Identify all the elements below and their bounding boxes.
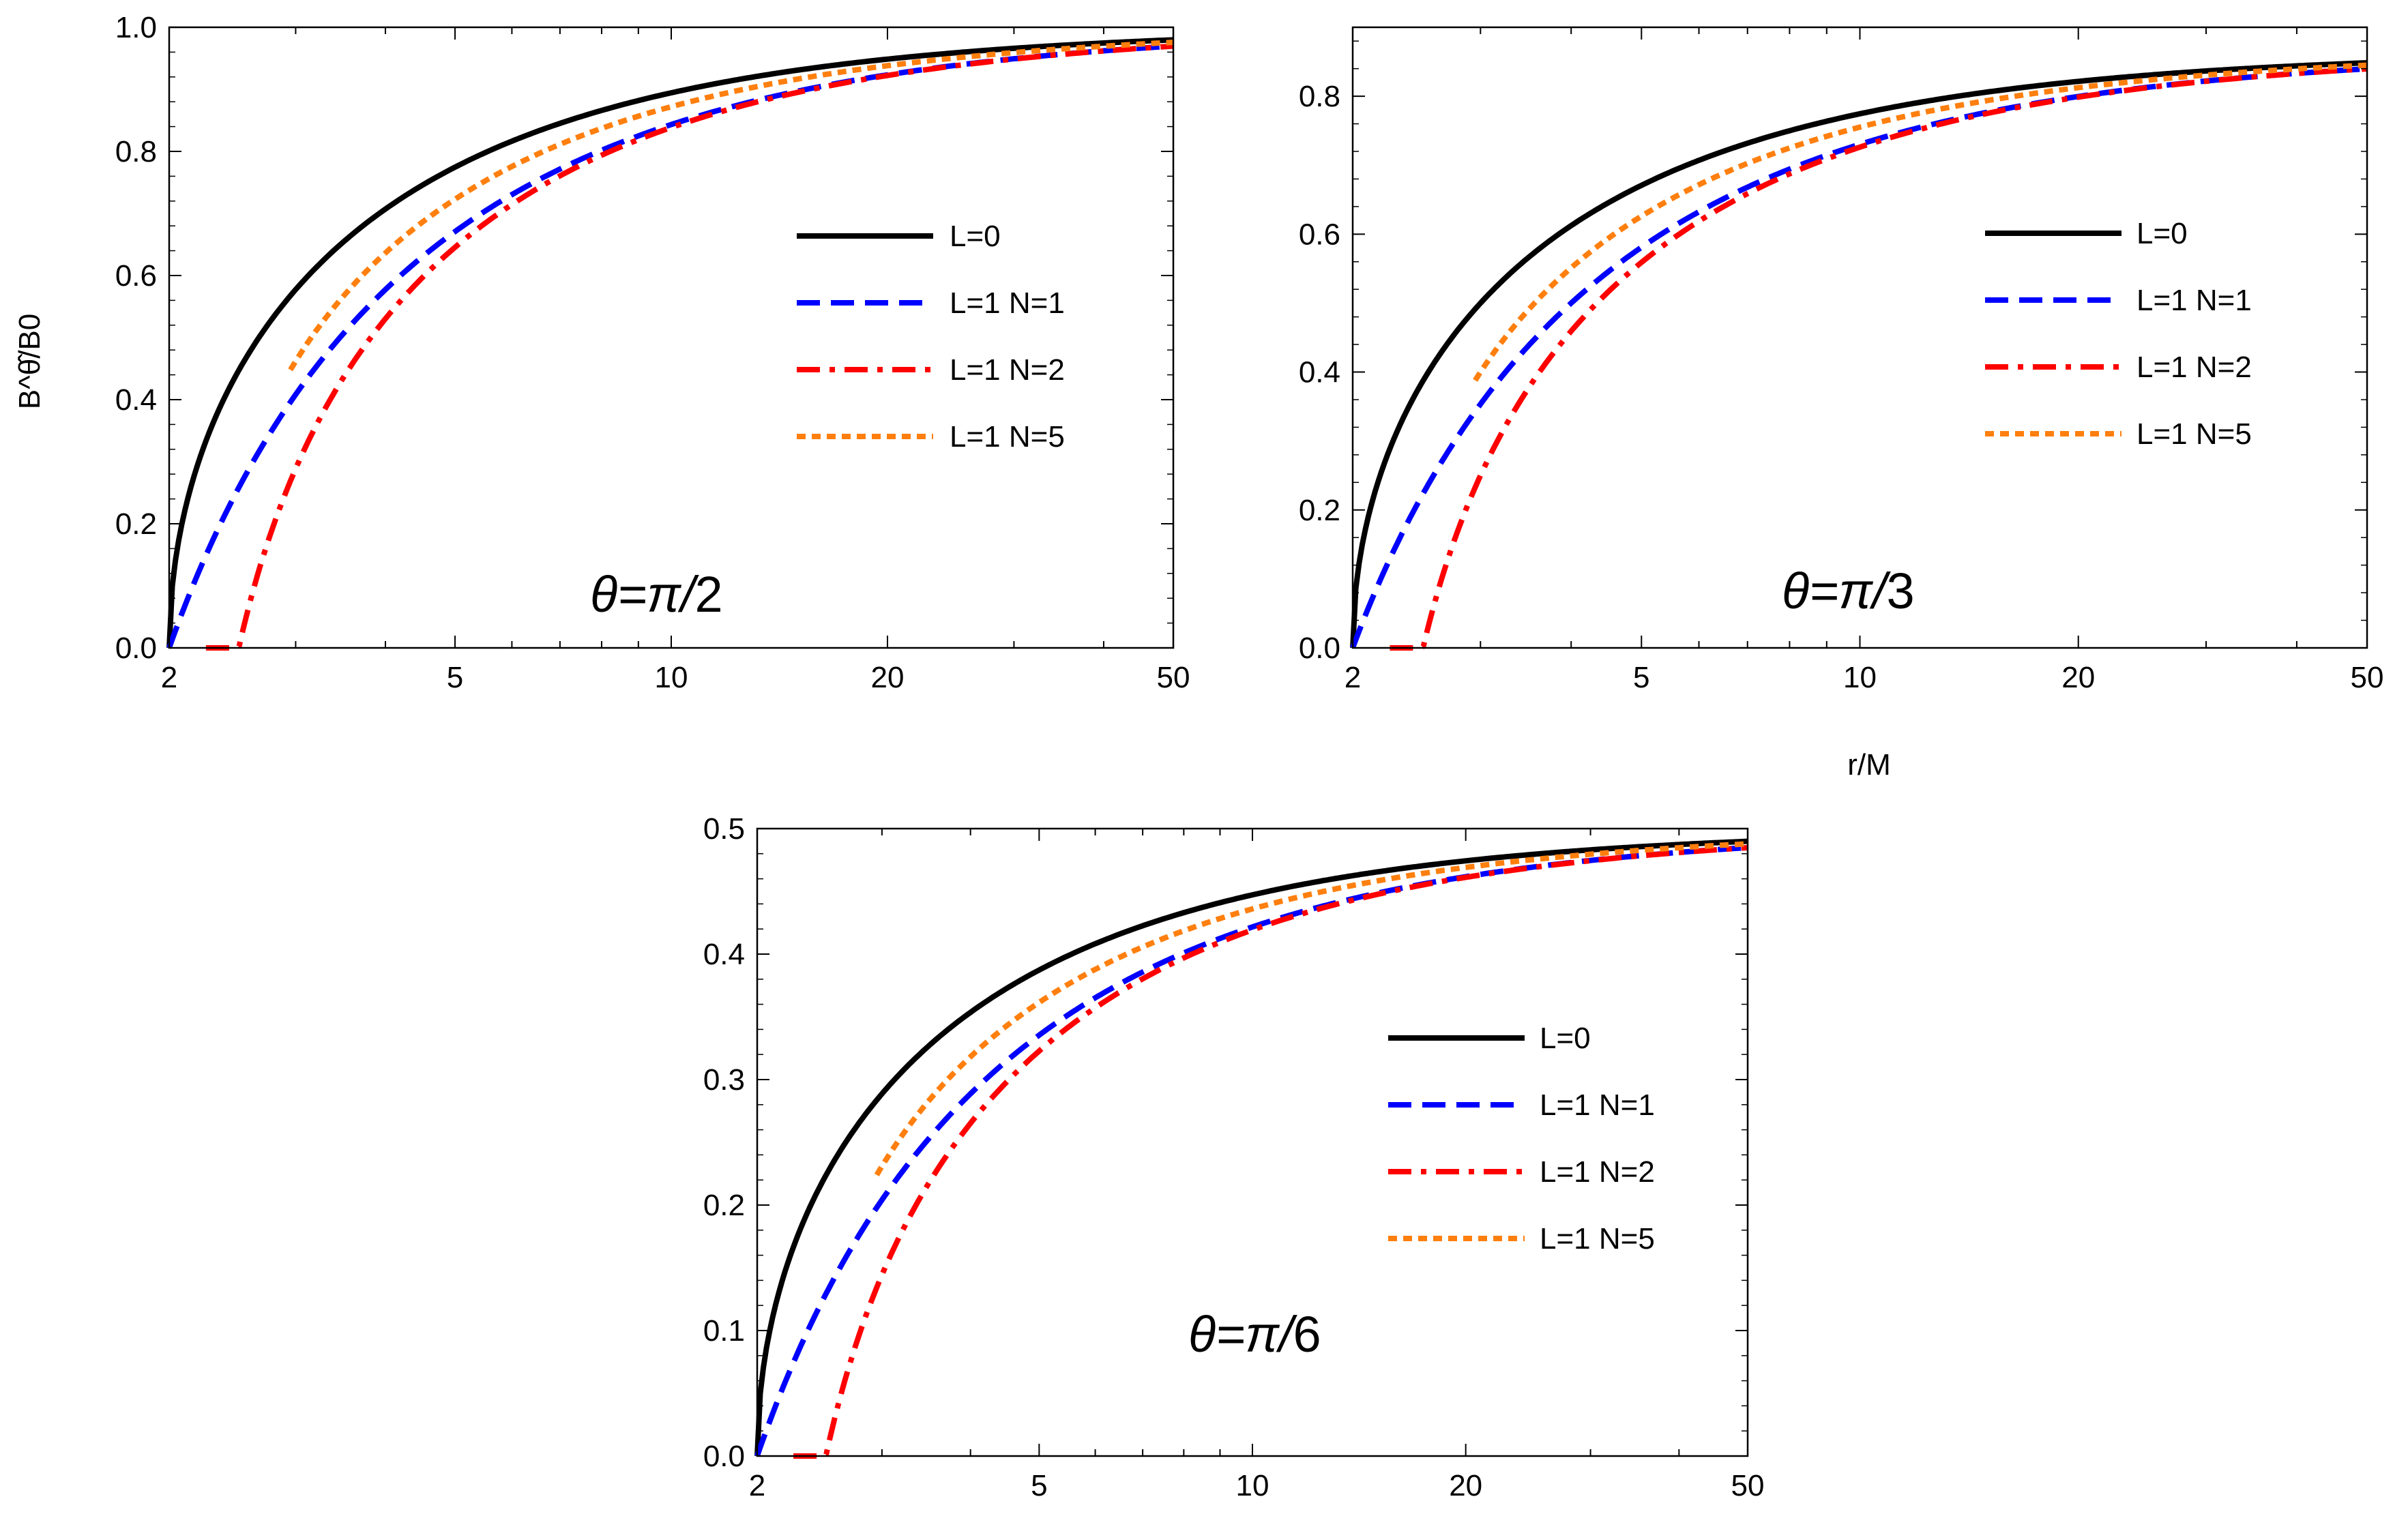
series-line-l0	[1350, 60, 2368, 649]
y-tick-label: 0.0	[115, 632, 157, 665]
chart-top-left: 2 5 10 20 50 0.0 0.2 0.4 0.6 0.8 1.0 L=0 L=1 N=1 L=1 …	[115, 11, 1190, 694]
annotation-denominator: 2	[695, 566, 723, 623]
series-line-l0	[166, 37, 1174, 649]
series-line-n5	[874, 841, 1748, 1176]
series-line-n2	[793, 845, 1748, 1459]
y-tick-label: 0.4	[1299, 356, 1340, 389]
y-tick-label: 1.0	[115, 11, 157, 44]
legend-label-l0: L=0	[2137, 217, 2188, 250]
series-line-n5	[288, 40, 1174, 372]
y-tick-label: 0.6	[115, 259, 157, 293]
x-axis-label: r/M	[1847, 748, 1891, 782]
y-tick-label: 0.8	[115, 135, 157, 168]
legend-label-l0: L=0	[1540, 1022, 1591, 1055]
x-tick-label: 50	[1157, 661, 1190, 694]
annotation-denominator: 6	[1293, 1306, 1321, 1363]
annotation-prefix: θ=π/	[590, 566, 699, 623]
x-tick-label: 2	[749, 1469, 765, 1502]
annotation-denominator: 3	[1887, 563, 1915, 619]
x-tick-label: 5	[447, 661, 463, 694]
x-tick-label: 20	[871, 661, 905, 694]
series-line-n5	[1473, 62, 2368, 382]
legend-label-n2: L=1 N=2	[950, 353, 1065, 387]
annotation-theta-pi-6: θ=π/6	[1188, 1306, 1321, 1363]
x-tick-label: 20	[2061, 661, 2095, 694]
legend-label-n5: L=1 N=5	[1540, 1222, 1655, 1256]
legend-label-l0: L=0	[950, 220, 1001, 253]
x-tick-label: 10	[1843, 661, 1877, 694]
legend-label-n5: L=1 N=5	[2137, 417, 2252, 451]
chart-top-right: 2 5 10 20 50 0.0 0.2 0.4 0.6 0.8 L=0 L=1 N=1 L=1 N=2…	[1299, 26, 2384, 694]
x-tick-label: 5	[1633, 661, 1649, 694]
annotation-prefix: θ=π/	[1188, 1306, 1297, 1363]
x-tick-label: 10	[655, 661, 688, 694]
y-tick-label: 0.2	[703, 1189, 745, 1222]
series-line-n2	[205, 43, 1174, 651]
series-line-n1	[166, 43, 1174, 649]
y-tick-label: 0.3	[703, 1063, 745, 1097]
series-line-n2	[1390, 66, 2368, 651]
y-tick-label: 0.6	[1299, 218, 1340, 251]
x-tick-label: 2	[1345, 661, 1361, 694]
legend-label-n2: L=1 N=2	[2137, 351, 2252, 384]
y-tick-label: 0.1	[703, 1314, 745, 1348]
y-axis-label: B^θ̂/B0	[13, 314, 46, 410]
x-tick-label: 5	[1031, 1469, 1047, 1502]
annotation-prefix: θ=π/	[1782, 563, 1891, 619]
plot-frame	[168, 26, 1175, 649]
legend-label-n1: L=1 N=1	[950, 286, 1065, 320]
annotation-theta-pi-3: θ=π/3	[1782, 563, 1915, 619]
y-tick-label: 0.0	[1299, 632, 1340, 665]
y-tick-label: 0.2	[1299, 494, 1340, 527]
y-tick-label: 0.2	[115, 507, 157, 541]
annotation-theta-pi-2: θ=π/2	[590, 566, 723, 623]
x-tick-label: 50	[1731, 1469, 1765, 1502]
legend-label-n1: L=1 N=1	[2137, 284, 2252, 317]
series-line-n1	[1350, 65, 2368, 649]
legend-label-n5: L=1 N=5	[950, 420, 1065, 454]
x-tick-label: 20	[1449, 1469, 1482, 1502]
x-tick-label: 10	[1236, 1469, 1269, 1502]
legend-label-n1: L=1 N=1	[1540, 1088, 1655, 1122]
y-tick-label: 0.8	[1299, 80, 1340, 113]
legend-label-n2: L=1 N=2	[1540, 1155, 1655, 1189]
y-tick-label: 0.5	[703, 812, 745, 846]
x-tick-label: 50	[2351, 661, 2384, 694]
series-line-l0	[754, 838, 1748, 1457]
chart-panel-top-left: B^θ̂/B0	[13, 314, 46, 410]
y-tick-label: 0.4	[115, 383, 157, 417]
y-tick-label: 0.0	[703, 1440, 745, 1473]
chart-bottom: 2 5 10 20 50 0.0 0.1 0.2 0.3 0.4 0.5 L=0 L=1 N=1 L=1 …	[703, 812, 1765, 1502]
y-tick-label: 0.4	[703, 938, 745, 971]
x-tick-label: 2	[161, 661, 177, 694]
chart-panel-top-right: r/M	[1847, 748, 1891, 782]
series-line-n1	[754, 844, 1748, 1457]
